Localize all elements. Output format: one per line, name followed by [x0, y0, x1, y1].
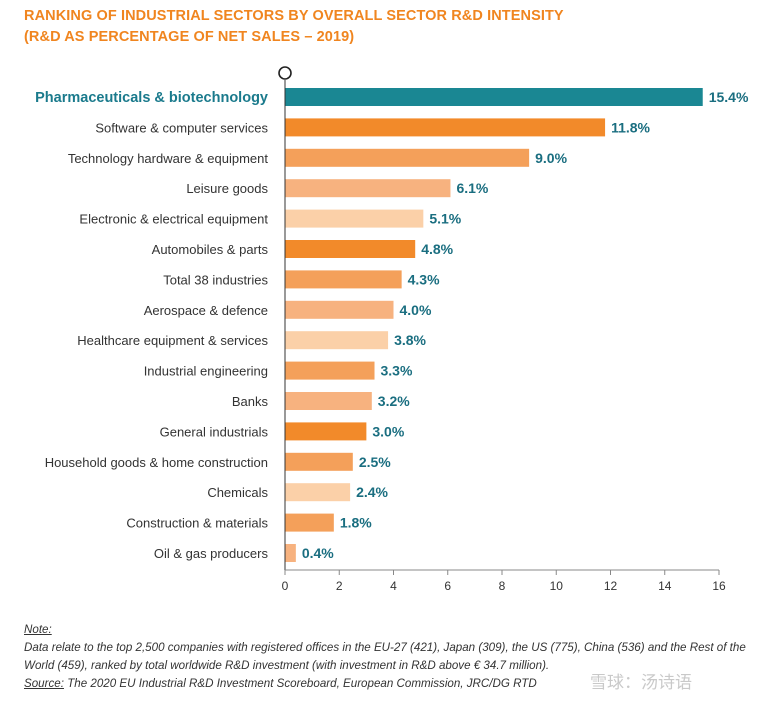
source-label: Source:: [24, 677, 64, 690]
data-label: 4.0%: [400, 302, 432, 318]
category-label: Aerospace & defence: [144, 303, 268, 318]
watermark: 雪球：汤诗语: [590, 673, 692, 693]
bar: [285, 483, 351, 502]
bar: [285, 118, 606, 137]
data-label: 1.8%: [340, 515, 372, 531]
x-tick-label: 10: [550, 579, 564, 593]
category-label: Household goods & home construction: [45, 455, 268, 470]
bars-layer: Pharmaceuticals & biotechnology 15.4% Soft…: [35, 88, 749, 562]
bar: [285, 148, 530, 167]
data-label: 9.0%: [535, 150, 567, 166]
data-label: 2.4%: [356, 484, 388, 500]
note-text: Data relate to the top 2,500 companies w…: [24, 641, 746, 672]
x-tick-label: 6: [444, 579, 451, 593]
data-label: 4.3%: [408, 271, 440, 287]
source-text: The 2020 EU Industrial R&D Investment Sc…: [67, 677, 537, 690]
category-label: Healthcare equipment & services: [77, 333, 268, 348]
category-label: Leisure goods: [186, 181, 268, 196]
bar: [285, 544, 296, 562]
data-label: 0.4%: [302, 545, 334, 561]
bar: [285, 209, 424, 228]
category-label: Technology hardware & equipment: [68, 151, 269, 166]
category-label: Industrial engineering: [144, 364, 268, 379]
x-tick-label: 8: [499, 579, 506, 593]
bar: [285, 452, 353, 471]
x-axis: 0 2 4 6 8 10 12 14 16: [278, 66, 726, 593]
bar: [285, 361, 375, 380]
note-heading: Note:: [24, 623, 52, 636]
chart-title-line1: RANKING OF INDUSTRIAL SECTORS BY OVERALL…: [24, 8, 564, 24]
bar: [285, 270, 402, 289]
bar: [285, 300, 394, 319]
data-label: 2.5%: [359, 454, 391, 470]
category-label: Electronic & electrical equipment: [79, 212, 268, 227]
data-label: 3.3%: [381, 363, 413, 379]
data-label: 5.1%: [429, 211, 461, 227]
data-label: 11.8%: [611, 119, 650, 135]
category-label: Automobiles & parts: [152, 242, 269, 257]
bar: [285, 392, 372, 410]
category-label: Pharmaceuticals & biotechnology: [35, 90, 268, 106]
data-label: 3.8%: [394, 332, 426, 348]
x-tick-label: 14: [658, 579, 672, 593]
category-label: Banks: [232, 394, 269, 409]
chart-notes: Note: Data relate to the top 2,500 compa…: [24, 621, 769, 693]
category-label: General industrials: [160, 424, 269, 439]
chart-title-line2: (R&D AS PERCENTAGE OF NET SALES – 2019): [24, 29, 355, 45]
category-label: Oil & gas producers: [154, 546, 269, 561]
category-label: Software & computer services: [95, 120, 268, 135]
bar: [285, 88, 703, 106]
x-tick-label: 2: [336, 579, 343, 593]
category-label: Construction & materials: [126, 516, 268, 531]
x-tick-label: 4: [390, 579, 397, 593]
data-label: 3.0%: [372, 423, 404, 439]
x-tick-label: 12: [604, 579, 618, 593]
x-tick-label: 0: [282, 579, 289, 593]
chart-title: RANKING OF INDUSTRIAL SECTORS BY OVERALL…: [24, 6, 564, 48]
data-label: 15.4%: [709, 89, 749, 105]
bar: [285, 240, 416, 258]
category-label: Chemicals: [207, 485, 268, 500]
category-label: Total 38 industries: [163, 272, 268, 287]
bar-chart: Pharmaceuticals & biotechnology 15.4% Soft…: [35, 66, 749, 593]
data-label: 4.8%: [421, 241, 453, 257]
axis-origin-marker: [278, 66, 292, 80]
data-label: 3.2%: [378, 393, 410, 409]
bar: [285, 513, 334, 532]
bar: [285, 179, 451, 198]
bar: [285, 422, 367, 441]
data-label: 6.1%: [456, 180, 488, 196]
x-tick-label: 16: [712, 579, 726, 593]
source-line: Source: The 2020 EU Industrial R&D Inves…: [24, 675, 769, 693]
bar: [285, 331, 389, 350]
